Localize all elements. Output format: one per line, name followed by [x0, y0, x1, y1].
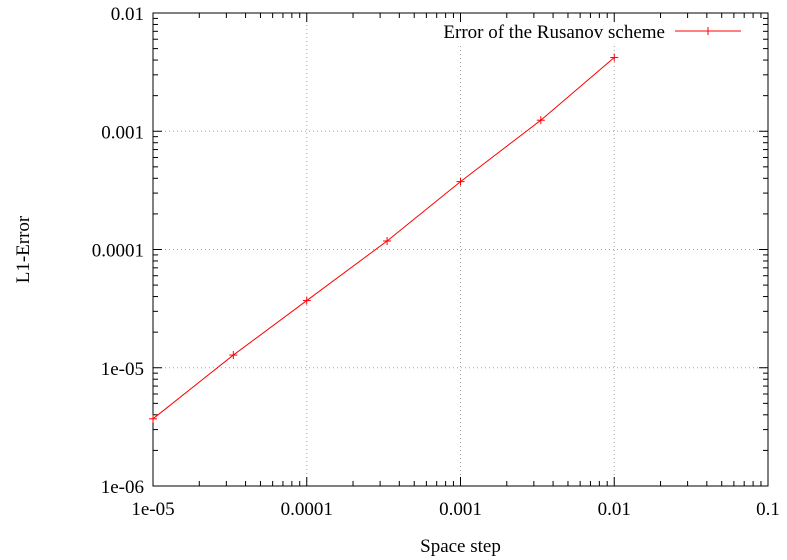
- legend-label: Error of the Rusanov scheme: [443, 22, 665, 43]
- x-axis-ticks: 1e-05 0.0001 0.001 0.01 0.1: [131, 13, 780, 520]
- x-tick-label: 0.1: [756, 499, 780, 520]
- data-point-marker: [383, 236, 392, 245]
- y-axis-ticks: 1e-06 1e-05 0.0001 0.001 0.01: [92, 4, 768, 498]
- x-tick-label: 0.01: [598, 499, 631, 520]
- x-tick-label: 0.0001: [281, 499, 333, 520]
- data-point-marker: [610, 53, 619, 62]
- y-tick-label: 0.0001: [92, 241, 144, 262]
- y-tick-label: 1e-06: [101, 477, 144, 498]
- series-layer: [149, 53, 619, 423]
- legend: Error of the Rusanov scheme: [443, 22, 741, 43]
- data-point-marker: [536, 116, 545, 125]
- data-point-marker: [149, 414, 157, 423]
- x-tick-label: 0.001: [439, 499, 482, 520]
- legend-marker: [704, 27, 712, 35]
- x-axis-label: Space step: [420, 536, 501, 557]
- x-tick-label: 1e-05: [131, 499, 174, 520]
- y-tick-label: 1e-05: [101, 359, 144, 380]
- y-tick-label: 0.001: [101, 122, 144, 143]
- data-point-marker: [456, 177, 465, 186]
- data-point-marker: [229, 351, 238, 360]
- y-tick-label: 0.01: [111, 4, 144, 25]
- data-point-marker: [302, 296, 311, 305]
- y-axis-label: L1-Error: [13, 215, 34, 283]
